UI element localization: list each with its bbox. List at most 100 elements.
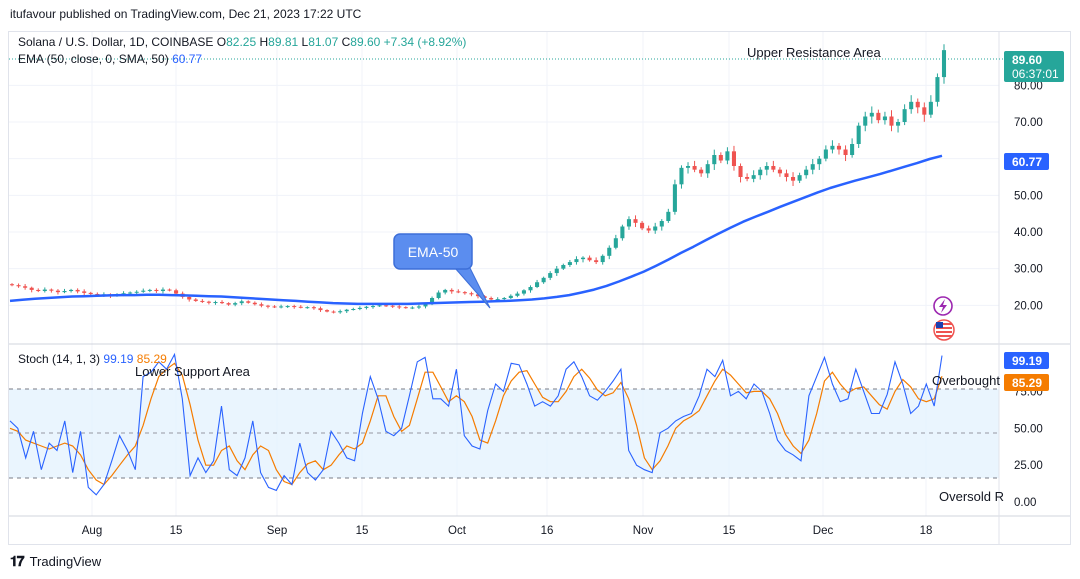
stoch-k-badge-value: 99.19: [1012, 354, 1042, 368]
candle-up: [305, 307, 310, 309]
stoch-d-line: [9, 362, 943, 486]
annotation-lower-support[interactable]: Lower Support Area: [135, 364, 251, 379]
candle-up: [160, 289, 165, 292]
candle-up: [941, 50, 947, 78]
candle-up: [685, 166, 691, 168]
candle-up: [279, 306, 284, 308]
candle-up: [42, 289, 47, 292]
candle-down: [219, 302, 225, 304]
candle-up: [423, 304, 428, 307]
time-tick-label: 15: [356, 525, 369, 537]
candle-down: [469, 293, 474, 295]
candle-up: [672, 184, 677, 212]
candle-up: [141, 290, 146, 292]
candle-down: [384, 305, 389, 307]
candle-down: [167, 289, 172, 291]
stoch-k-badge: 99.19: [1004, 352, 1049, 369]
tradingview-logo[interactable]: 𝟏𝟕 TradingView: [10, 553, 101, 570]
candle-up: [666, 211, 671, 221]
candle-up: [134, 291, 139, 293]
candle-up: [508, 295, 513, 298]
candle-up: [935, 77, 940, 102]
candle-down: [836, 145, 842, 150]
candle-up: [797, 175, 802, 181]
candle-up: [850, 144, 855, 155]
candle-down: [318, 308, 323, 311]
candle-up: [830, 145, 835, 150]
lightning-icon[interactable]: [933, 296, 953, 316]
candle-up: [574, 259, 579, 263]
candles: [9, 44, 947, 314]
us-flag-icon[interactable]: [933, 319, 955, 341]
candle-up: [502, 298, 507, 300]
price-tick-label: 30.00: [1014, 264, 1043, 276]
tradingview-brand: TradingView: [29, 554, 102, 569]
candle-up: [357, 307, 362, 309]
candle-down: [462, 292, 467, 294]
candle-down: [692, 166, 697, 170]
candle-down: [252, 302, 257, 305]
candle-down: [16, 285, 21, 287]
candle-down: [200, 300, 205, 302]
ema-badge: 60.77: [1004, 153, 1049, 170]
candle-down: [23, 286, 28, 288]
candle-down: [36, 289, 41, 292]
publisher-info: itufavour published on TradingView.com, …: [10, 7, 362, 21]
candle-down: [475, 294, 481, 297]
candle-down: [915, 101, 920, 108]
annotation-oversold[interactable]: Oversold R: [939, 489, 1004, 504]
candle-down: [699, 169, 704, 174]
candle-up: [810, 164, 815, 170]
candle-down: [226, 303, 231, 305]
time-tick-label: Oct: [448, 525, 467, 537]
ema-callout[interactable]: EMA-50: [393, 233, 491, 309]
candle-up: [909, 101, 914, 110]
candle-up: [344, 309, 349, 312]
annotation-overbought[interactable]: Overbought: [932, 373, 1000, 388]
candle-up: [128, 292, 133, 294]
stoch-tick-label: 0.00: [1014, 497, 1036, 509]
candle-up: [613, 238, 618, 248]
ema-50-line: [9, 154, 943, 306]
candle-down: [298, 306, 303, 308]
candle-down: [731, 151, 737, 166]
price-tick-label: 50.00: [1014, 190, 1043, 202]
candle-up: [823, 149, 828, 159]
time-tick-label: Dec: [813, 525, 834, 537]
candle-down: [640, 222, 645, 229]
candle-up: [712, 155, 717, 165]
candle-up: [653, 226, 658, 231]
candle-down: [646, 228, 651, 231]
candle-down: [876, 112, 881, 121]
candle-down: [206, 301, 211, 303]
time-tick-label: 15: [723, 525, 736, 537]
candle-down: [29, 287, 34, 290]
candle-up: [896, 122, 901, 126]
candle-up: [626, 219, 631, 227]
candle-up: [882, 116, 887, 121]
candle-down: [594, 260, 599, 263]
annotation-upper-resistance[interactable]: Upper Resistance Area: [747, 45, 881, 60]
candle-up: [430, 298, 435, 305]
candle-up: [561, 265, 566, 269]
candle-up: [580, 257, 586, 260]
candle-up: [869, 112, 874, 117]
candle-down: [9, 284, 15, 286]
candle-up: [410, 307, 415, 309]
stoch-tick-label: 25.00: [1014, 460, 1043, 472]
candle-up: [515, 293, 520, 296]
candle-up: [69, 289, 74, 292]
time-tick-label: Nov: [633, 525, 654, 537]
candle-down: [311, 307, 316, 309]
candle-up: [443, 289, 448, 293]
candle-up: [548, 273, 553, 278]
candle-up: [705, 164, 710, 174]
candle-up: [679, 167, 684, 185]
chart-frame: [8, 31, 1071, 545]
candle-up: [659, 221, 664, 227]
candle-down: [154, 289, 159, 292]
candle-down: [390, 305, 395, 307]
legend-stoch: Stoch (14, 1, 3) 99.19 85.29: [18, 352, 167, 366]
